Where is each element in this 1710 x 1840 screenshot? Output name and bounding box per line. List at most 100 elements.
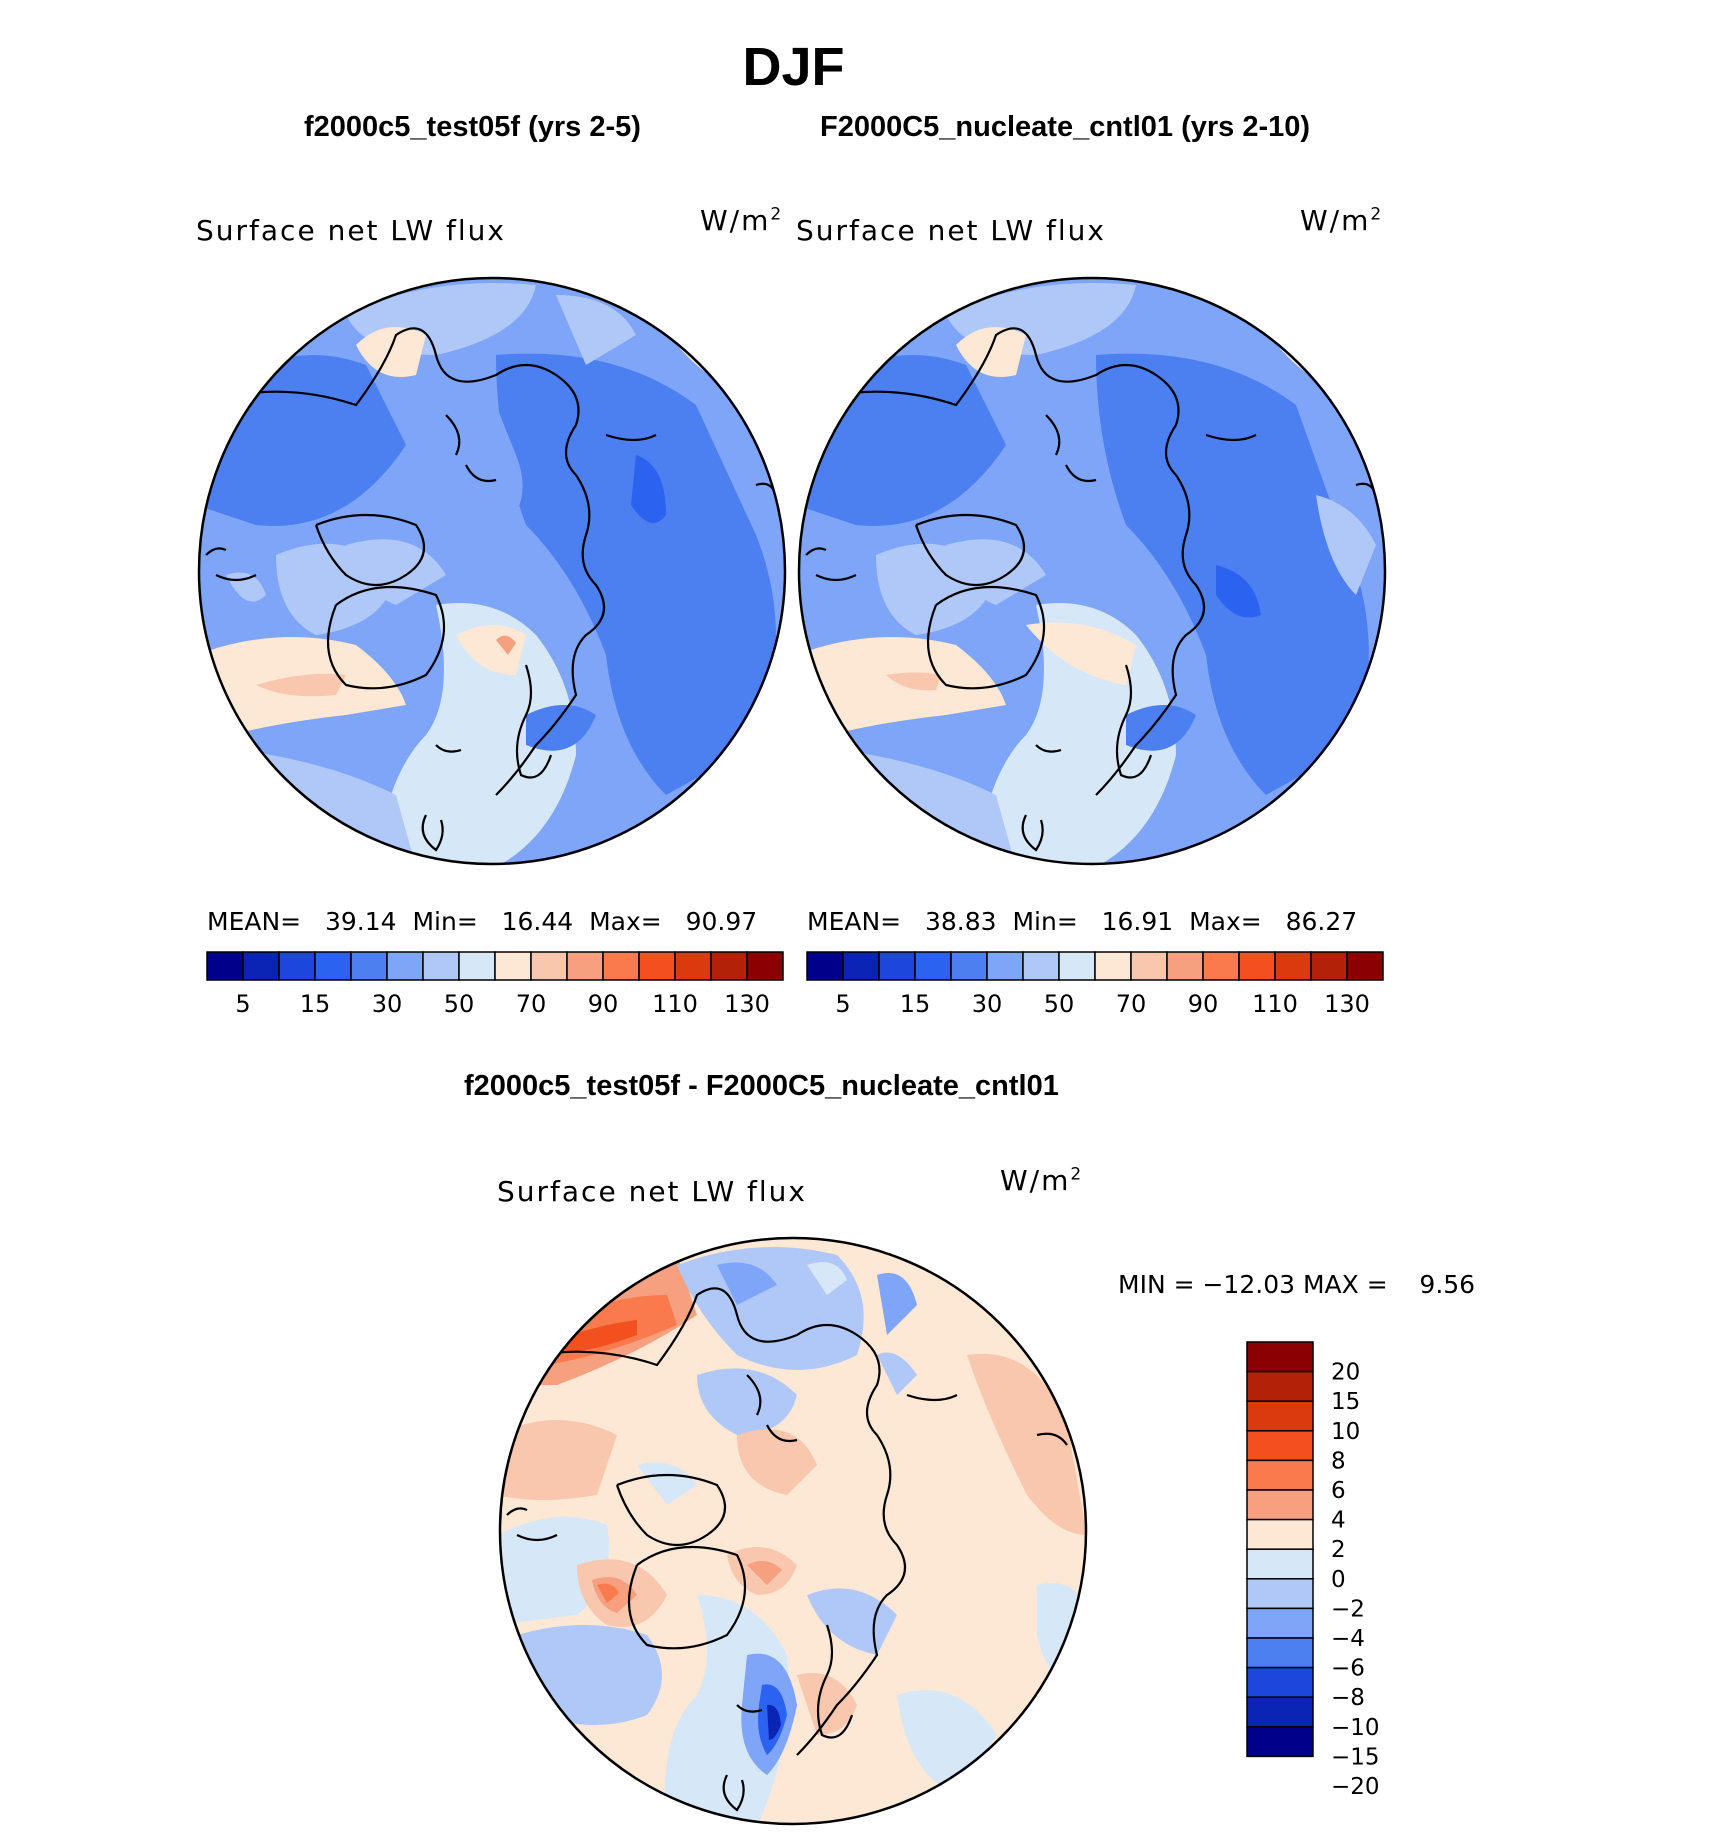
panel-1-stats: MEAN= 39.14 Min= 16.44 Max= 90.97	[207, 907, 757, 936]
panel-1-colorbar-box	[350, 951, 388, 981]
panel-2-colorbar-label: 70	[1116, 990, 1147, 1018]
panel-2-units: W/m2	[1300, 204, 1384, 237]
panel-1-colorbar-box	[494, 951, 532, 981]
panel-2-stats: MEAN= 38.83 Min= 16.91 Max= 86.27	[807, 907, 1357, 936]
diff-colorbar-box	[1246, 1607, 1314, 1639]
panel-2-colorbar-label: 130	[1324, 990, 1370, 1018]
panel-1-colorbar-box	[386, 951, 424, 981]
panel-2-colorbar-box	[1094, 951, 1132, 981]
panel-2-mean-label: MEAN=	[807, 907, 902, 936]
diff-colorbar-box	[1246, 1459, 1314, 1491]
panel-1-mean-label: MEAN=	[207, 907, 302, 936]
panel-1-colorbar-box	[278, 951, 316, 981]
panel-1-min-value: 16.44	[501, 907, 574, 936]
panel-1-colorbar: 5 15 30 50 70 90 110 130	[206, 951, 784, 1018]
diff-colorbar-box	[1246, 1726, 1314, 1758]
panel-1-colorbar-box	[710, 951, 748, 981]
panel-1-colorbar-box	[314, 951, 352, 981]
panel-2-colorbar-box	[878, 951, 916, 981]
diff-colorbar-box	[1246, 1430, 1314, 1462]
diff-colorbar-label: 20	[1331, 1360, 1360, 1386]
diff-colorbar-label: 2	[1331, 1537, 1346, 1563]
diff-colorbar-label: −2	[1331, 1596, 1365, 1622]
diff-polar-map	[498, 1236, 1088, 1826]
panel-1-min-label: Min=	[412, 907, 478, 936]
panel-1-colorbar-label: 130	[724, 990, 770, 1018]
diff-variable-label: Surface net LW flux	[497, 1175, 807, 1208]
panel-2-colorbar-label: 15	[900, 990, 931, 1018]
panel-2-variable-label: Surface net LW flux	[796, 214, 1106, 247]
diff-colorbar-box	[1246, 1696, 1314, 1728]
panel-2-colorbar-box	[1058, 951, 1096, 981]
panel-2-case-title: F2000C5_nucleate_cntl01 (yrs 2-10)	[820, 111, 1311, 143]
panel-1-colorbar-label: 30	[372, 990, 403, 1018]
diff-title: f2000c5_test05f - F2000C5_nucleate_cntl0…	[464, 1070, 1059, 1102]
panel-1-max-value: 90.97	[685, 907, 758, 936]
panel-1-polar-map	[197, 276, 787, 866]
panel-2-max-value: 86.27	[1285, 907, 1358, 936]
diff-colorbar-box	[1246, 1666, 1314, 1698]
panel-2-colorbar-box	[842, 951, 880, 981]
panel-1-colorbar-box	[746, 951, 784, 981]
diff-colorbar-box	[1246, 1578, 1314, 1610]
panel-2-mean-value: 38.83	[924, 907, 997, 936]
diff-colorbar-label: −10	[1331, 1715, 1380, 1741]
panel-2-colorbar-label: 90	[1188, 990, 1219, 1018]
panel-1-colorbar-label: 5	[235, 990, 250, 1018]
panel-2-colorbar-box	[1310, 951, 1348, 981]
panel-2-colorbar-label: 110	[1252, 990, 1298, 1018]
diff-colorbar-box	[1246, 1489, 1314, 1521]
panel-2-colorbar-box	[1274, 951, 1312, 981]
diff-colorbar-label: 0	[1331, 1567, 1346, 1593]
diff-minmax: MIN = −12.03 MAX = 9.56	[1118, 1270, 1476, 1299]
diff-colorbar-label: −6	[1331, 1656, 1365, 1682]
diff-colorbar-label: −8	[1331, 1685, 1365, 1711]
panel-1-colorbar-box	[602, 951, 640, 981]
diff-colorbar-box	[1246, 1548, 1314, 1580]
panel-2-colorbar-label: 50	[1044, 990, 1075, 1018]
diff-colorbar-box	[1246, 1518, 1314, 1550]
panel-1-colorbar-box	[638, 951, 676, 981]
diff-colorbar-box	[1246, 1370, 1314, 1402]
panel-1-colorbar-box	[422, 951, 460, 981]
panel-1-colorbar-box	[530, 951, 568, 981]
panel-2-colorbar-box	[1346, 951, 1384, 981]
panel-1-mean-value: 39.14	[324, 907, 397, 936]
panel-1-case-title: f2000c5_test05f (yrs 2-5)	[304, 111, 641, 143]
panel-2-polar-map	[797, 276, 1387, 866]
panel-2-colorbar-box	[950, 951, 988, 981]
diff-colorbar-label: −20	[1331, 1774, 1380, 1800]
panel-2-colorbar-box	[1166, 951, 1204, 981]
panel-2-colorbar: 5 15 30 50 70 90 110 130	[806, 951, 1384, 1018]
panel-2-colorbar-box	[1238, 951, 1276, 981]
panel-1-units: W/m2	[700, 204, 784, 237]
panel-1-colorbar-label: 15	[300, 990, 331, 1018]
panel-1-colorbar-box	[566, 951, 604, 981]
panel-1-colorbar-label: 110	[652, 990, 698, 1018]
panel-1-colorbar-box	[206, 951, 244, 981]
diff-colorbar-label: 8	[1331, 1448, 1346, 1474]
panel-2-colorbar-label: 30	[972, 990, 1003, 1018]
panel-2-colorbar-box	[1130, 951, 1168, 981]
panel-1-colorbar-box	[458, 951, 496, 981]
panel-2-colorbar-box	[806, 951, 844, 981]
panel-2-min-value: 16.91	[1101, 907, 1174, 936]
diff-colorbar-box	[1246, 1400, 1314, 1432]
panel-1-colorbar-box	[242, 951, 280, 981]
panel-2-colorbar-box	[914, 951, 952, 981]
panel-1-max-label: Max=	[589, 907, 662, 936]
panel-2-colorbar-box	[986, 951, 1024, 981]
panel-1-colorbar-label: 50	[444, 990, 475, 1018]
diff-colorbar-label: 4	[1331, 1508, 1346, 1534]
diff-colorbar-label: 10	[1331, 1419, 1360, 1445]
panel-2-max-label: Max=	[1189, 907, 1262, 936]
panel-2-colorbar-label: 5	[835, 990, 850, 1018]
panel-2-colorbar-box	[1202, 951, 1240, 981]
diff-colorbar-label: −4	[1331, 1626, 1365, 1652]
diff-colorbar-box	[1246, 1637, 1314, 1669]
diff-colorbar-label: 6	[1331, 1478, 1346, 1504]
diff-units: W/m2	[1000, 1164, 1084, 1197]
panel-1-colorbar-label: 70	[516, 990, 547, 1018]
figure-title: DJF	[742, 37, 845, 97]
